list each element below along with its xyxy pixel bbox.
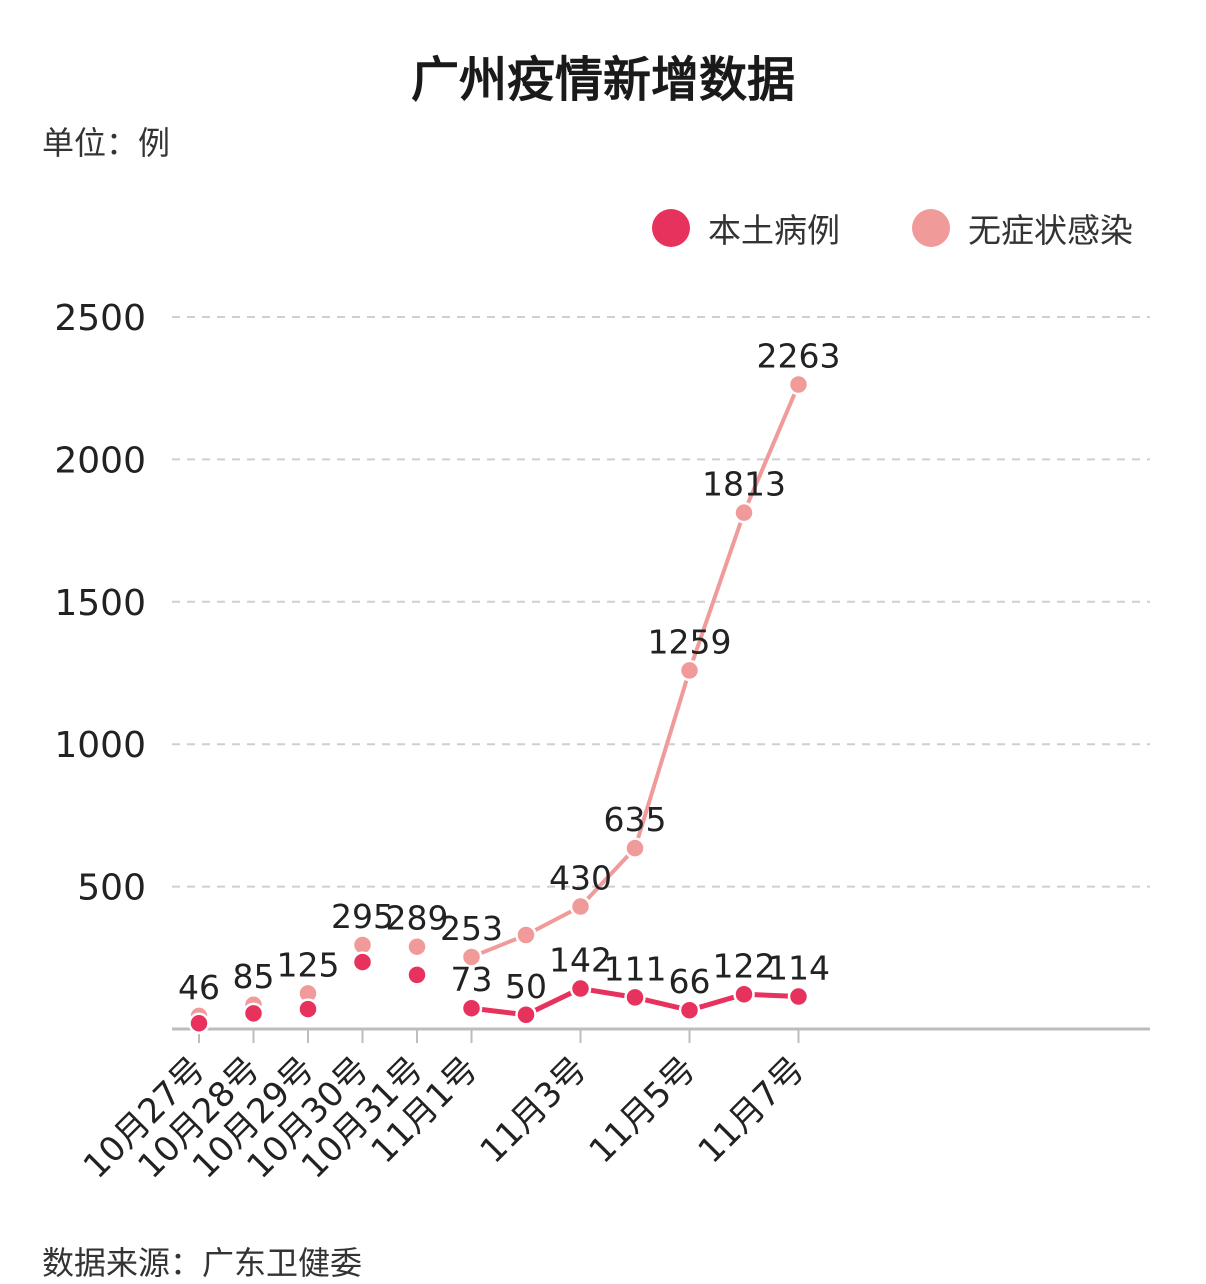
legend-item-local-cases: 本土病例 <box>652 204 840 252</box>
unit-label: 单位：例 <box>42 124 171 162</box>
data-point-local-cases <box>351 951 374 973</box>
data-label-asymptomatic: 46 <box>178 968 220 1007</box>
data-label-asymptomatic: 2263 <box>757 336 841 375</box>
legend-marker-local-cases <box>652 209 690 247</box>
data-label-asymptomatic: 430 <box>549 859 612 898</box>
legend-marker-asymptomatic <box>912 209 950 247</box>
x-tick-label: 11月5号 <box>582 1049 704 1171</box>
y-tick-label: 500 <box>77 868 146 909</box>
data-point-local-cases <box>678 999 701 1021</box>
data-source: 数据来源：广东卫健委 <box>42 1244 363 1282</box>
data-point-local-cases <box>297 998 319 1020</box>
data-label-local-cases: 142 <box>549 941 612 980</box>
data-point-asymptomatic <box>515 924 537 946</box>
data-point-local-cases <box>733 983 755 1006</box>
data-label-local-cases: 66 <box>669 962 711 1001</box>
data-label-asymptomatic: 125 <box>277 945 340 984</box>
data-point-local-cases <box>242 1002 265 1025</box>
data-point-asymptomatic <box>406 935 428 958</box>
data-label-asymptomatic: 1813 <box>702 465 786 504</box>
data-point-local-cases <box>406 964 428 986</box>
data-label-local-cases: 73 <box>451 960 493 999</box>
data-label-asymptomatic: 295 <box>331 897 394 936</box>
data-point-local-cases <box>515 1004 537 1026</box>
data-label-asymptomatic: 85 <box>233 957 275 996</box>
data-label-local-cases: 111 <box>604 949 667 988</box>
data-point-local-cases <box>569 977 592 1000</box>
legend-label-asymptomatic: 无症状感染 <box>968 211 1133 250</box>
data-point-asymptomatic <box>787 373 810 396</box>
y-tick-label: 1500 <box>54 583 146 624</box>
x-tick-label: 11月3号 <box>473 1049 595 1171</box>
data-label-local-cases: 122 <box>713 946 776 985</box>
data-label-asymptomatic: 253 <box>440 909 503 948</box>
data-label-asymptomatic: 1259 <box>648 622 732 661</box>
legend-item-asymptomatic: 无症状感染 <box>912 204 1133 252</box>
legend-label-local-cases: 本土病例 <box>708 211 840 250</box>
data-point-local-cases <box>188 1012 210 1035</box>
data-point-asymptomatic <box>624 837 646 859</box>
chart-title: 广州疫情新增数据 <box>410 52 795 108</box>
data-label-local-cases: 114 <box>767 949 830 988</box>
data-point-asymptomatic <box>678 659 701 682</box>
y-tick-label: 2000 <box>54 440 146 481</box>
data-point-asymptomatic <box>733 501 755 524</box>
data-label-local-cases: 50 <box>505 967 547 1006</box>
y-tick-label: 1000 <box>54 725 146 766</box>
x-tick-label: 11月7号 <box>691 1049 813 1171</box>
data-label-asymptomatic: 635 <box>604 800 667 839</box>
data-point-local-cases <box>787 985 810 1008</box>
data-point-local-cases <box>624 986 646 1009</box>
data-point-local-cases <box>460 997 483 1019</box>
data-point-asymptomatic <box>569 895 592 918</box>
data-label-asymptomatic: 289 <box>386 899 449 938</box>
y-tick-label: 2500 <box>54 298 146 339</box>
data-point-asymptomatic <box>460 946 483 968</box>
